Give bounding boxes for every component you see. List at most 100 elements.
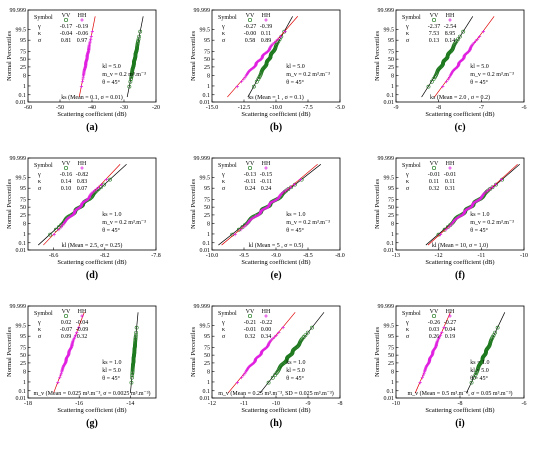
y-tick-label: 95 [20,334,26,340]
table-header-hh: HH [262,161,271,167]
table-header-symbol: Symbol [402,311,421,317]
chart-panel: 0.010.1 1 8 25 50 75 95 99.5 99.999 Normal Percen… [6,8,160,133]
vv-legend-marker [247,165,253,171]
table-header-vv: VV [62,13,71,19]
y-tick-label: 8 [207,369,210,375]
y-tick-label: 8 [23,221,26,227]
y-tick-label: 95 [204,334,210,340]
table-value-hh: -2.54 [444,24,457,30]
y-tick-label: 0.01 [16,396,27,402]
plot-frame [27,305,157,399]
y-axis-label: Normal Percentiles [190,31,197,81]
table-header-hh: HH [446,13,455,19]
hh-data-point [282,190,286,194]
table-header-vv: VV [62,161,71,167]
y-tick-label: 95 [204,186,210,192]
hh-data-point [239,80,244,84]
x-tick-label: -7 [479,105,484,111]
table-header-hh: HH [78,13,87,19]
table-row-label: σ [222,186,226,192]
table-value-vv: 0.02 [61,320,72,326]
x-axis-label: Scattering coefficient (dB) [241,259,310,266]
x-tick-label: -12 [208,401,216,407]
table-header-symbol: Symbol [34,311,53,317]
x-axis-label: Scattering coefficient (dB) [57,111,126,118]
vv-data-point [130,371,135,376]
hh-data-point [56,381,60,385]
hh-data-point [481,30,486,34]
hh-data-point [235,85,239,89]
condition-note: m_v = 0.2 m³.m⁻³ [286,72,330,78]
table-row-label: κ [406,327,409,333]
y-tick-label: 99.5 [200,27,211,33]
x-tick-label: -8.0 [335,253,345,259]
x-tick-label: -18 [24,401,32,407]
y-tick-label: 0.01 [384,396,395,402]
condition-note: m_v = 0.2 m³.m⁻³ [470,72,514,78]
x-tick-label: -10.0 [206,253,219,259]
chart-panel: 0.010.1 1 8 25 50 75 95 99.5 99.999 Normal Percen… [374,304,527,429]
table-row-label: σ [406,38,410,44]
hh-data-point [52,233,56,237]
parameter-distribution-note: kl (Mean = 10, σ = 1.0) [432,242,488,249]
table-value-hh: -0.27 [444,320,457,326]
vv-data-point [133,335,138,339]
y-tick-label: 99.999 [194,304,211,310]
parameter-distribution-note: ks (Mean = 2.0 , σ = 0.2) [430,94,490,101]
condition-note: m_v = 0.2 m³.m⁻³ [102,220,146,226]
parameter-distribution-note: m_v (Mean = 0.025 m³.m⁻³, σ = 0.0025 m³.… [33,390,150,397]
hh-data-point [284,188,288,193]
y-tick-label: 0.01 [16,248,27,254]
x-axis-label: Scattering coefficient (dB) [57,407,126,414]
vv-data-point [310,325,314,330]
table-header-symbol: Symbol [34,15,53,21]
x-tick-label: -13 [392,253,400,259]
y-tick-label: 99.5 [16,323,27,329]
hh-data-point [442,326,446,330]
hh-data-point [242,77,246,81]
y-axis-label: Normal Percentiles [374,327,381,377]
vv-data-point [429,79,434,84]
y-tick-label: 1 [391,232,394,238]
hh-data-point [276,37,280,41]
condition-note: ks = 1.0 [286,212,305,218]
y-tick-label: 75 [204,345,210,351]
vv-data-point [426,84,431,89]
table-row-label: γ [405,320,409,326]
table-header-hh: HH [446,161,455,167]
x-tick-label: -8.2 [100,253,110,259]
hh-data-point [58,376,62,380]
condition-note: ks = 1.0 [102,360,121,366]
vv-data-point [136,37,141,42]
table-row-label: γ [37,24,41,30]
table-row-label: γ [221,172,225,178]
table-row-label: σ [222,334,226,340]
vv-data-point [495,325,500,330]
table-header-vv: VV [246,13,255,19]
y-tick-label: 75 [388,197,394,203]
vv-legend-marker [247,17,253,23]
table-value-vv: 0.09 [61,334,72,340]
y-tick-label: 0.01 [200,100,211,106]
x-tick-label: -16 [75,401,83,407]
panel-label: (g) [86,418,98,429]
plot-frame [395,157,525,251]
parameter-distribution-note: ks (Mean = 1 , σ = 0.1) [248,94,304,101]
hh-data-point [484,190,488,194]
y-tick-label: 25 [204,65,210,71]
hh-data-point [59,225,63,229]
y-tick-label: 99.999 [10,304,27,310]
y-tick-label: 25 [204,213,210,219]
hh-data-point [440,330,444,335]
panel-label: (f) [455,270,465,281]
vv-data-point [303,333,308,338]
vv-legend-marker [63,165,69,171]
table-row-label: γ [221,24,225,30]
table-value-vv: 0.11 [429,179,439,185]
y-tick-label: 50 [388,353,394,359]
x-axis-label: Scattering coefficient (dB) [241,407,310,414]
vv-data-point [129,75,134,80]
table-header-symbol: Symbol [218,163,237,169]
y-tick-label: 1 [207,232,210,238]
table-value-vv: -0.07 [60,327,73,333]
